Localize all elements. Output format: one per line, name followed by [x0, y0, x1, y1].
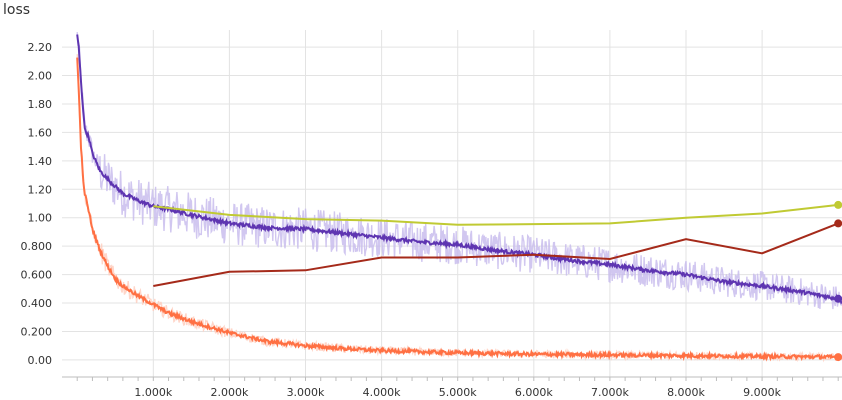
x-tick-label: 6.000k — [515, 386, 553, 399]
x-tick-label: 1.000k — [134, 386, 172, 399]
eval-red-end-point — [834, 219, 842, 228]
train-purple-end-point — [834, 294, 842, 303]
x-tick-label: 8.000k — [667, 386, 705, 399]
y-tick-label: 1.80 — [28, 98, 53, 111]
y-tick-label: 1.00 — [28, 212, 53, 225]
chart-title: loss — [3, 2, 31, 18]
y-tick-label: 2.00 — [28, 70, 53, 83]
y-tick-label: 0.200 — [21, 325, 53, 338]
series-layer — [76, 32, 842, 363]
train-purple-line — [76, 34, 842, 305]
y-tick-label: 0.600 — [21, 269, 53, 282]
eval-yellow-line — [153, 203, 839, 226]
train-orange-end-point — [834, 353, 842, 362]
eval-yellow-end-point — [834, 200, 842, 209]
train-orange-line — [76, 57, 840, 362]
y-tick-label: 2.20 — [28, 41, 53, 54]
eval-red-line — [153, 222, 839, 287]
x-tick-label: 9.000k — [743, 386, 781, 399]
grid — [62, 30, 842, 377]
y-tick-label: 1.20 — [28, 183, 53, 196]
y-tick-label: 0.400 — [21, 297, 53, 310]
x-tick-label: 2.000k — [210, 386, 248, 399]
x-tick-label: 4.000k — [363, 386, 401, 399]
x-tick-label: 5.000k — [439, 386, 477, 399]
train-purple-raw-line — [76, 32, 842, 310]
y-tick-label: 1.60 — [28, 126, 53, 139]
x-tick-label: 7.000k — [591, 386, 629, 399]
y-tick-label: 0.800 — [21, 240, 53, 253]
axes: 0.00 0.200 0.400 0.600 0.800 1.00 1.20 1.40 1.60… — [21, 41, 842, 399]
y-tick-label: 1.40 — [28, 155, 53, 168]
y-tick-label: 0.00 — [28, 354, 53, 367]
x-tick-label: 3.000k — [287, 386, 325, 399]
